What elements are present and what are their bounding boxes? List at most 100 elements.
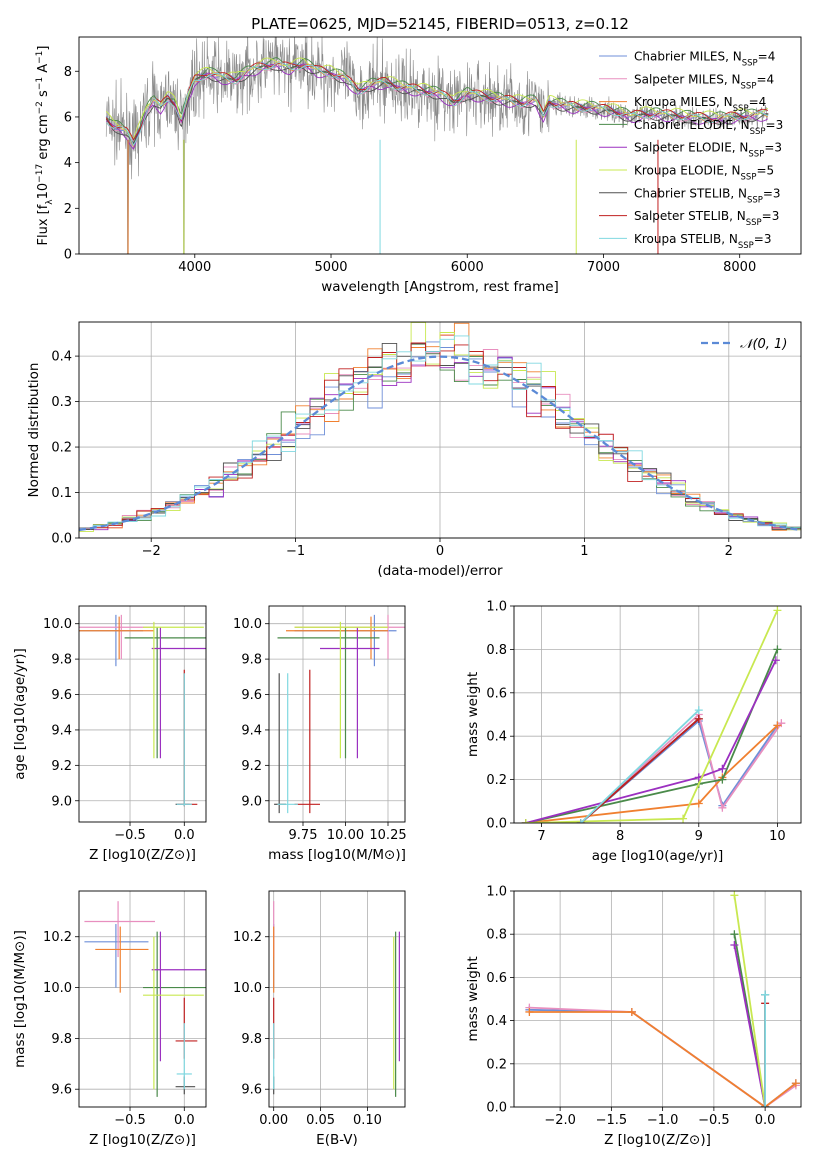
x-axis-label: Z [log10(Z/Z⊙)]: [604, 1132, 711, 1148]
weight-series-line: [733, 944, 766, 1107]
weight-marker: [718, 775, 727, 784]
weight-series-line: [580, 718, 700, 823]
axes-frame: [513, 605, 802, 824]
y-tick-label: 0.3: [51, 395, 72, 410]
y-tick-label: 0.2: [486, 773, 507, 788]
x-tick-label: 0.10: [353, 1113, 382, 1128]
y-axis-label-part: −2: [35, 101, 45, 114]
legend-label: Kroupa STELIB, NSSP=3: [634, 232, 772, 251]
y-tick-label: 10.2: [233, 930, 262, 945]
weight-marker: [771, 656, 780, 665]
legend-value: =3: [766, 118, 784, 132]
x-axis-label: Z [log10(Z/Z⊙)]: [89, 1132, 196, 1148]
axes-frame: [78, 36, 802, 255]
axes-frame: [78, 890, 207, 1108]
y-tick-label: 0.0: [486, 1101, 507, 1116]
y-tick-label: 9.2: [51, 759, 72, 774]
legend-value: =3: [764, 141, 782, 155]
x-axis-label: wavelength [Angstrom, rest frame]: [321, 279, 559, 295]
y-axis-label-part: −1: [35, 77, 45, 90]
plot-area: [79, 614, 206, 807]
y-tick-label: 0.8: [486, 643, 507, 658]
x-tick-label: 8: [616, 829, 624, 844]
x-tick-label: −0.5: [698, 1113, 730, 1128]
x-axis-label: age [log10(age/yr)]: [592, 848, 724, 864]
model-spectrum-line: [106, 63, 769, 150]
legend-name: Kroupa ELODIE, N: [634, 164, 741, 178]
weight-marker: [694, 706, 703, 715]
x-tick-label: 8000: [723, 260, 756, 275]
y-tick-label: 9.6: [241, 688, 262, 703]
panel-mass_vs_Z: −0.5 0.0 9.6 9.8 10.0 10.2 Z [log10(Z/Z⊙)] mass…: [12, 890, 207, 1148]
x-tick-label: 4000: [178, 260, 211, 275]
weight-marker: [679, 814, 688, 823]
legend-value: =3: [754, 232, 772, 246]
x-tick-label: 0.05: [306, 1113, 335, 1128]
weight-marker: [694, 799, 703, 808]
y-axis-label: mass weight: [465, 672, 481, 757]
y-tick-label: 9.8: [51, 653, 72, 668]
weight-marker: [773, 606, 782, 615]
y-tick-label: 9.0: [241, 794, 262, 809]
legend-name: Salpeter STELIB, N: [634, 209, 746, 223]
legend-sub: SSP: [746, 218, 762, 228]
y-axis-label-part: λ: [45, 199, 55, 205]
legend-name: Salpeter ELODIE, N: [634, 141, 748, 155]
legend-value: =4: [756, 72, 774, 86]
weight-marker: [525, 1007, 534, 1016]
legend-label: Kroupa ELODIE, NSSP=5: [634, 164, 774, 183]
panel-weight_vs_age: 7 8 9 10 0.0 0.2 0.4 0.6 0.8 1.0 age [log10(age/yr…: [465, 600, 802, 864]
weight-marker: [718, 803, 727, 812]
y-axis-label-part: A: [36, 64, 51, 77]
panel-mass_vs_EBV: 0.00 0.05 0.10 9.6 9.8 10.0 10.2 E(B-V): [233, 890, 406, 1148]
plot-area: [274, 614, 405, 814]
y-axis-label: Flux [fλ10−17 erg cm−2 s−1 A−1]: [35, 46, 55, 246]
y-axis-label: age [log10(age/yr)]: [12, 648, 28, 780]
plot-area: [79, 322, 801, 533]
x-tick-label: −2: [142, 544, 161, 559]
y-tick-label: 0.4: [486, 1014, 507, 1029]
plot-area: [84, 901, 206, 1097]
x-axis-label: E(B-V): [316, 1132, 358, 1148]
x-axis-label: Z [log10(Z/Z⊙)]: [89, 847, 196, 863]
weight-marker: [521, 819, 530, 823]
legend-sub: SSP: [741, 81, 757, 91]
weight-series-line: [525, 659, 777, 823]
x-tick-label: 10.00: [327, 828, 364, 843]
weight-marker: [718, 764, 727, 773]
legend-label: Chabrier STELIB, NSSP=3: [634, 186, 781, 205]
weight-series-line: [580, 712, 783, 823]
weight-marker: [576, 819, 585, 823]
x-tick-label: 9.75: [289, 828, 318, 843]
axes-frame: [78, 605, 207, 823]
y-tick-label: 2: [64, 202, 72, 217]
y-axis-label: mass [log10(M/M⊙)]: [12, 930, 28, 1068]
x-tick-label: 0.00: [259, 1113, 288, 1128]
y-axis-label-part: −17: [35, 164, 45, 183]
legend-sub: SSP: [741, 173, 757, 183]
weight-series-line: [525, 609, 779, 823]
y-tick-label: 4: [64, 156, 72, 171]
legend-label: Salpeter STELIB, NSSP=3: [634, 209, 779, 228]
y-tick-label: 0.4: [486, 730, 507, 745]
y-tick-label: 0.4: [51, 350, 72, 365]
y-tick-label: 9.6: [51, 688, 72, 703]
y-axis-label-part: Flux [f: [36, 204, 51, 245]
weight-marker: [773, 645, 782, 654]
y-tick-label: 0.6: [486, 971, 507, 986]
axes-frame: [513, 890, 802, 1108]
y-tick-label: 9.2: [241, 759, 262, 774]
legend-name: Kroupa STELIB, N: [634, 232, 738, 246]
y-tick-label: 9.4: [241, 723, 262, 738]
model-spectrum-line: [105, 62, 769, 147]
y-tick-label: 10.2: [43, 930, 72, 945]
legend-value: =3: [763, 186, 781, 200]
x-tick-label: 2: [725, 544, 733, 559]
weight-series-line: [529, 1011, 797, 1107]
legend-sub: SSP: [750, 127, 766, 137]
x-tick-label: 0: [436, 544, 444, 559]
legend-value: =4: [758, 50, 776, 64]
weight-marker: [761, 990, 770, 999]
weight-marker: [730, 941, 739, 949]
